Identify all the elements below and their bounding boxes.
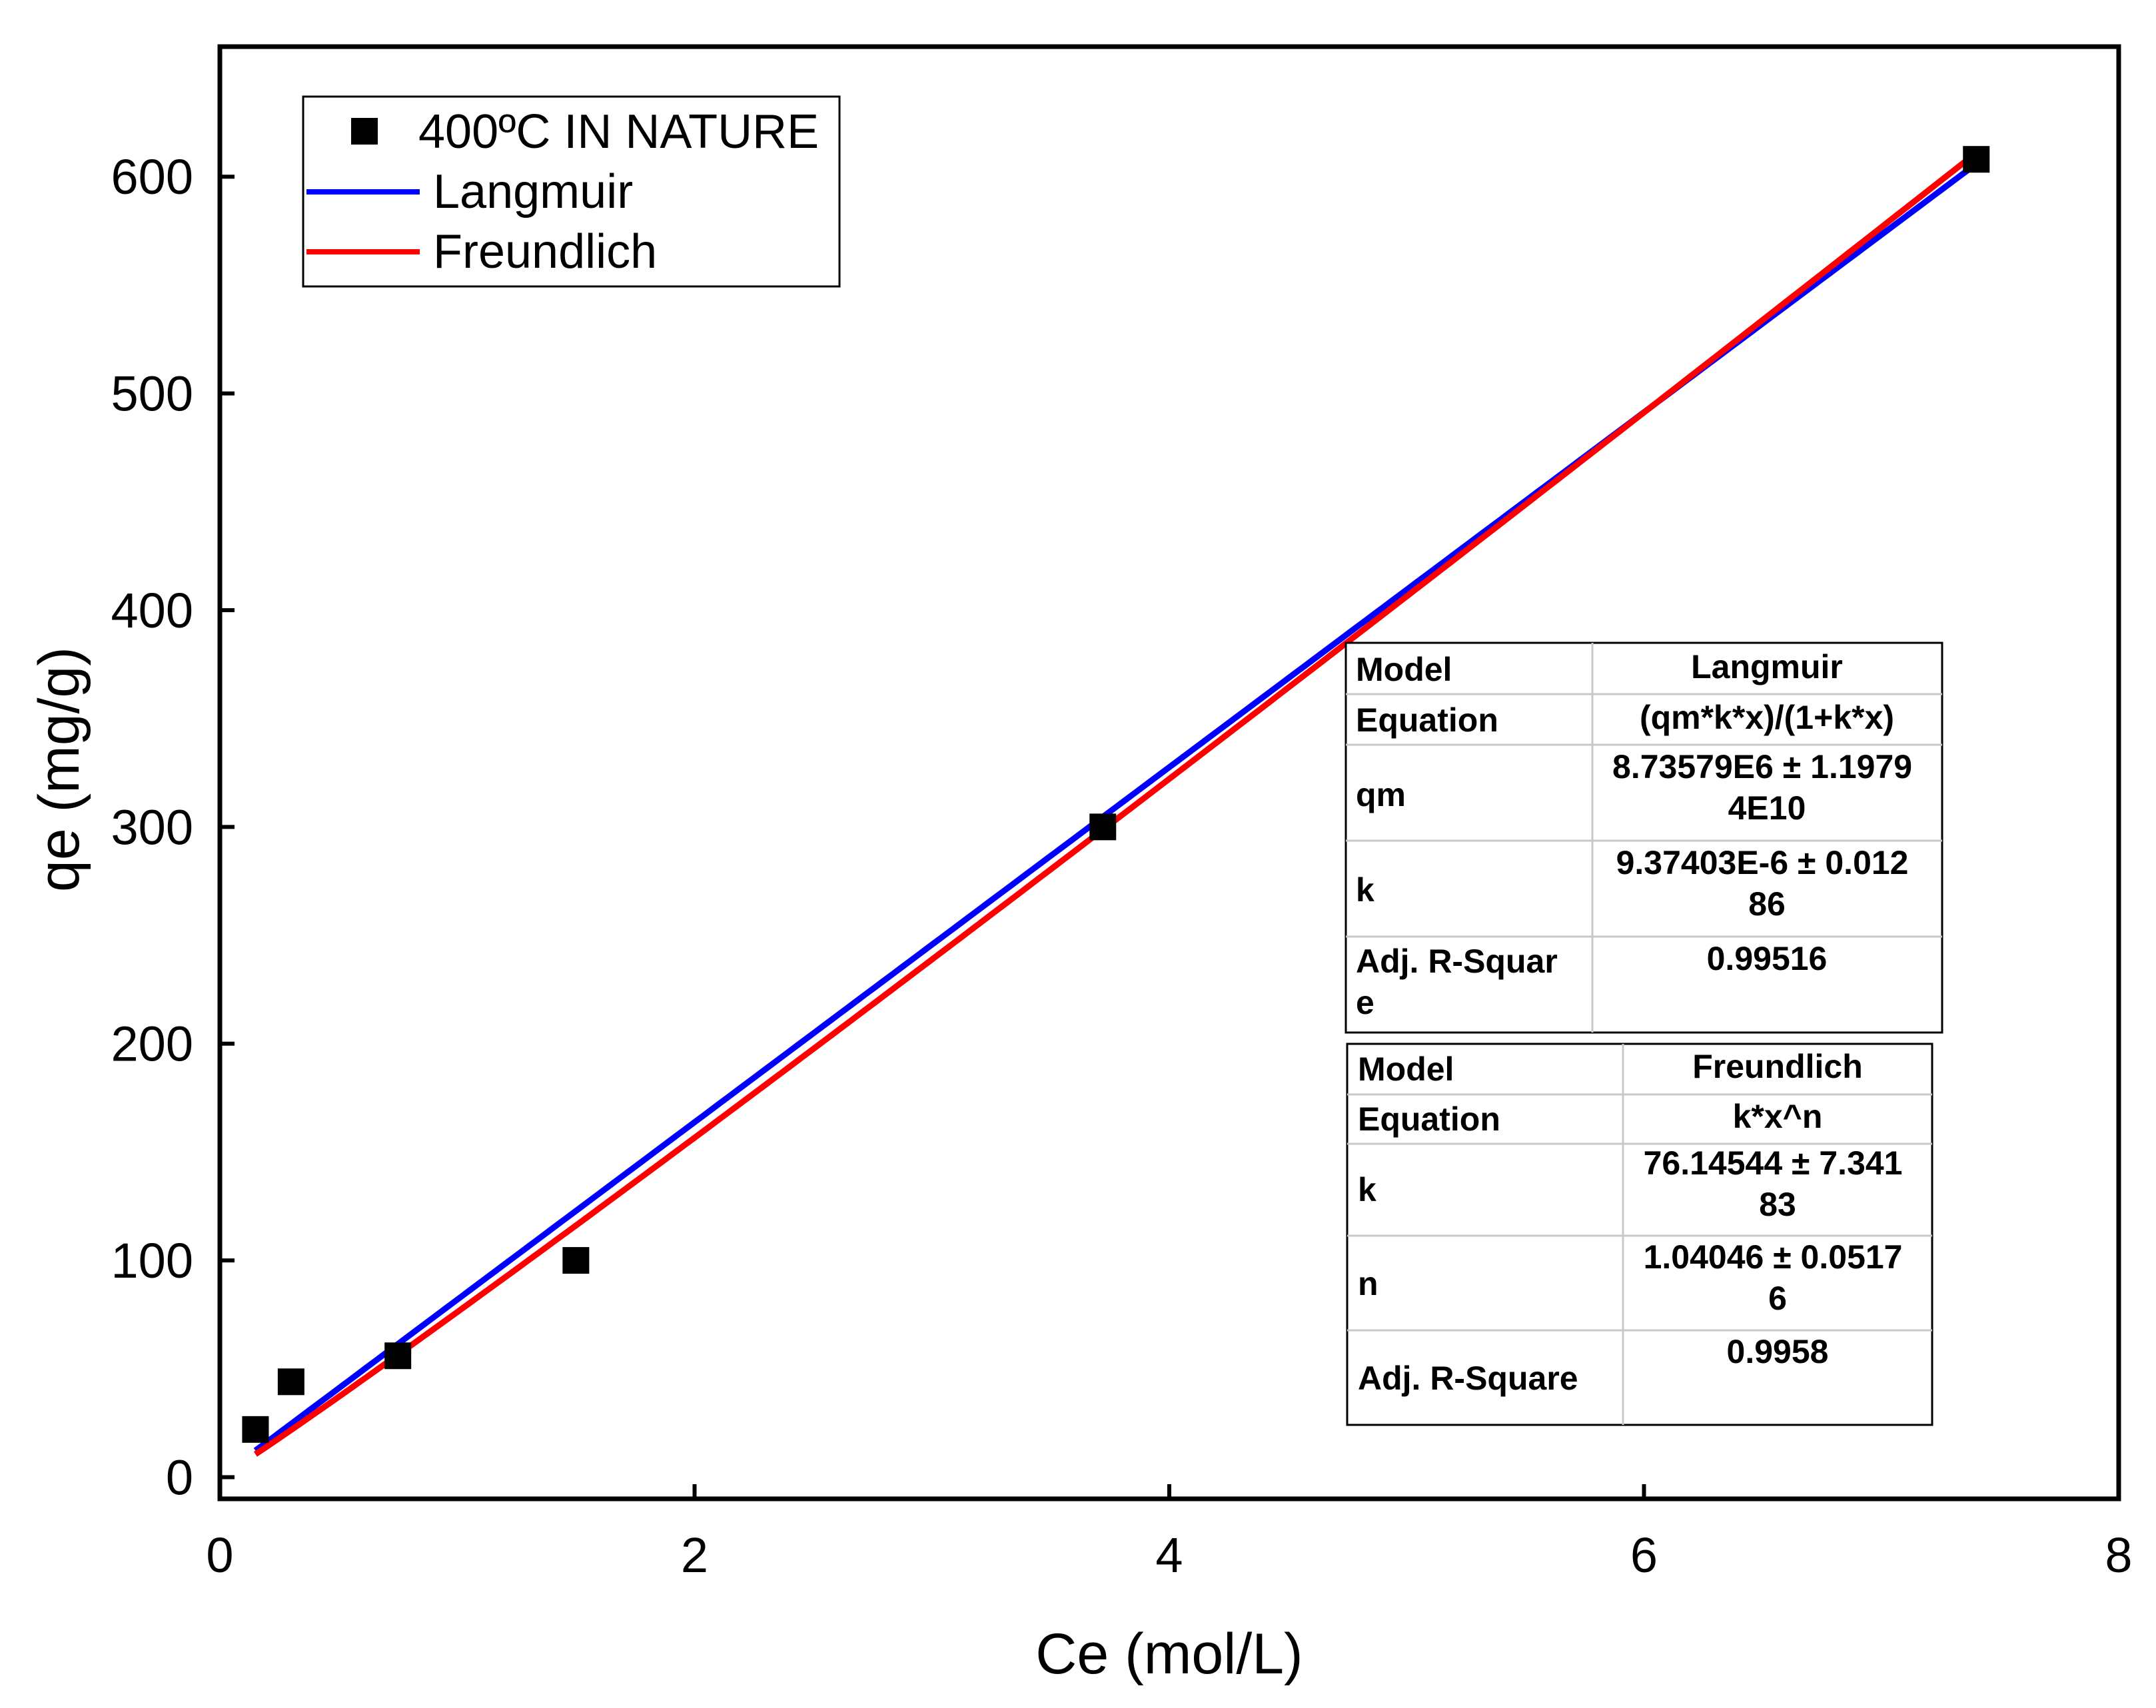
x-axis: 0 2 4 6 8	[206, 1484, 2133, 1583]
y-axis-title: qe (mg/g)	[27, 647, 91, 892]
legend-label-freundlich: Freundlich	[433, 225, 657, 278]
x-tick-label: 6	[1630, 1527, 1658, 1583]
data-point	[242, 1416, 269, 1443]
y-axis: 0 100 200 300 400 500 600	[111, 149, 235, 1505]
langmuir-table-value-model: Langmuir	[1691, 648, 1843, 685]
freundlich-table-value-n: 1.04046 ± 0.0517 6	[1644, 1238, 1912, 1317]
langmuir-table-label-adj-r-square: Adj. R-Squar e	[1356, 943, 1567, 1021]
data-point	[1089, 813, 1117, 841]
langmuir-adj-r-line-1: Adj. R-Squar	[1356, 943, 1558, 980]
y-tick-label: 0	[166, 1450, 193, 1505]
freundlich-n-line-2: 6	[1768, 1280, 1787, 1317]
langmuir-qm-line-2: 4E10	[1728, 789, 1806, 827]
data-point	[562, 1247, 590, 1274]
legend: 400ºC IN NATURE Langmuir Freundlich	[302, 95, 841, 288]
freundlich-table-label-adj-r-square: Adj. R-Square	[1358, 1360, 1578, 1397]
legend-marker-scatter	[351, 118, 378, 145]
freundlich-k-line-2: 83	[1759, 1186, 1796, 1223]
data-point	[1963, 146, 1990, 173]
y-tick-label: 100	[111, 1233, 193, 1288]
langmuir-table-value-equation: (qm*k*x)/(1+k*x)	[1640, 699, 1894, 736]
freundlich-table-label-n: n	[1358, 1265, 1378, 1302]
data-point	[384, 1342, 412, 1370]
freundlich-table-value-equation: k*x^n	[1733, 1098, 1823, 1135]
langmuir-table-label-equation: Equation	[1356, 701, 1498, 739]
langmuir-qm-line-1: 8.73579E6 ± 1.1979	[1612, 748, 1912, 785]
langmuir-fit-table: Model Langmuir Equation (qm*k*x)/(1+k*x)…	[1345, 641, 1943, 1034]
x-tick-label: 4	[1155, 1527, 1183, 1583]
freundlich-table-value-k: 76.14544 ± 7.341 83	[1644, 1144, 1912, 1223]
y-tick-label: 200	[111, 1017, 193, 1072]
langmuir-k-line-2: 86	[1748, 885, 1786, 923]
legend-label-scatter: 400ºC IN NATURE	[418, 105, 819, 159]
langmuir-table-border	[1345, 641, 1943, 1034]
y-tick-label: 300	[111, 799, 193, 855]
freundlich-fit-table: Model Freundlich Equation k*x^n k 76.145…	[1346, 1043, 1933, 1426]
x-tick-label: 8	[2105, 1527, 2132, 1583]
x-axis-title: Ce (mol/L)	[1035, 1622, 1303, 1686]
freundlich-table-value-adj-r-square: 0.9958	[1727, 1333, 1829, 1370]
freundlich-table-value-model: Freundlich	[1692, 1048, 1863, 1085]
y-tick-label: 500	[111, 366, 193, 422]
x-tick-label: 0	[206, 1527, 233, 1583]
legend-label-langmuir: Langmuir	[433, 165, 633, 218]
langmuir-table-value-k: 9.37403E-6 ± 0.012 86	[1616, 844, 1918, 923]
langmuir-table-value-qm: 8.73579E6 ± 1.1979 4E10	[1612, 748, 1921, 827]
freundlich-table-label-k: k	[1358, 1171, 1376, 1208]
data-points	[242, 146, 1990, 1443]
freundlich-table-border	[1346, 1043, 1933, 1426]
langmuir-table-label-qm: qm	[1356, 776, 1406, 813]
langmuir-table-value-adj-r-square: 0.99516	[1707, 940, 1828, 977]
y-tick-label: 400	[111, 583, 193, 638]
freundlich-table-label-model: Model	[1358, 1051, 1454, 1088]
langmuir-k-line-1: 9.37403E-6 ± 0.012	[1616, 844, 1909, 881]
y-tick-label: 600	[111, 149, 193, 205]
data-point	[277, 1368, 304, 1396]
langmuir-adj-r-line-2: e	[1356, 984, 1374, 1021]
langmuir-table-label-model: Model	[1356, 651, 1452, 688]
freundlich-n-line-1: 1.04046 ± 0.0517	[1644, 1238, 1903, 1276]
freundlich-k-line-1: 76.14544 ± 7.341	[1644, 1144, 1903, 1182]
freundlich-table-label-equation: Equation	[1358, 1100, 1500, 1138]
langmuir-table-label-k: k	[1356, 871, 1374, 909]
x-tick-label: 2	[681, 1527, 708, 1583]
